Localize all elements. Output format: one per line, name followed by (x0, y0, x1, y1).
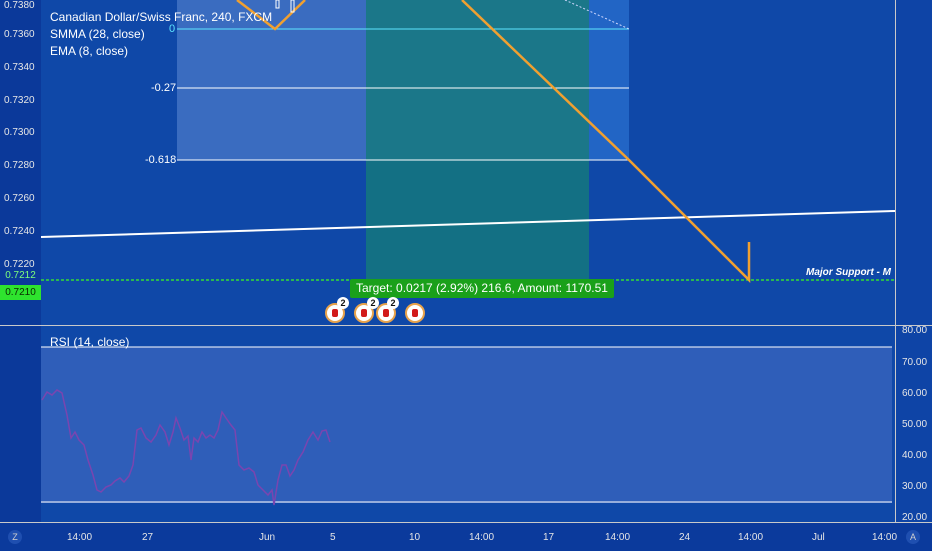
fib-label-0618: -0.618 (145, 154, 177, 166)
symbol-legend[interactable]: Canadian Dollar/Swiss Franc, 240, FXCM (50, 10, 273, 24)
time-tick: 14:00 (469, 532, 495, 543)
time-tick: 10 (409, 532, 421, 543)
canada-flag-event-icon[interactable] (405, 303, 425, 323)
time-tick: 14:00 (738, 532, 764, 543)
time-tick: 5 (330, 532, 336, 543)
fib-label-027: -0.27 (151, 82, 177, 94)
price-tick: 0.7300 (4, 127, 35, 138)
price-tick: 0.7280 (4, 160, 35, 171)
rsi-scale-right[interactable] (895, 0, 932, 550)
projection-path (461, 0, 751, 284)
time-tick: Jul (812, 532, 825, 543)
fib-label-0: 0 (169, 23, 176, 35)
rsi-tick: 50.00 (902, 419, 928, 430)
price-tick: 0.7220 (4, 259, 35, 270)
rsi-band (41, 347, 892, 503)
rsi-tick: 30.00 (902, 481, 928, 492)
price-tick: 0.7240 (4, 226, 35, 237)
logo-icon[interactable]: Z (8, 530, 22, 544)
price-tag-secondary: 0.7212 (5, 270, 36, 281)
rsi-legend[interactable]: RSI (14, close) (50, 335, 130, 349)
event-count-badge: 2 (367, 297, 379, 309)
time-tick: 17 (543, 532, 555, 543)
time-tick: 14:00 (67, 532, 93, 543)
time-tick: 24 (679, 532, 691, 543)
time-tick: Jun (259, 532, 276, 543)
price-tick: 0.7320 (4, 95, 35, 106)
rsi-tick: 70.00 (902, 357, 928, 368)
support-trendline (40, 210, 896, 238)
rsi-tick: 40.00 (902, 450, 928, 461)
rsi-line (41, 389, 331, 506)
time-tick: 14:00 (605, 532, 631, 543)
price-tick: 0.7360 (4, 29, 35, 40)
smma-legend[interactable]: SMMA (28, close) (50, 27, 145, 41)
event-count-badge: 2 (387, 297, 399, 309)
rsi-tick: 80.00 (902, 325, 928, 336)
price-tick: 0.7380 (4, 0, 35, 11)
candle (275, 0, 280, 9)
target-label[interactable]: Target: 0.0217 (2.92%) 216.6, Amount: 11… (350, 279, 614, 298)
event-count-badge: 2 (337, 297, 349, 309)
auto-scale-icon[interactable]: A (906, 530, 920, 544)
zigzag-projection (236, 0, 306, 31)
pane-divider[interactable] (0, 325, 932, 326)
candle (290, 0, 295, 13)
support-label[interactable]: Major Support - M (806, 267, 891, 278)
time-tick: 27 (142, 532, 154, 543)
time-axis[interactable] (0, 522, 932, 551)
fib-extension-box (589, 0, 629, 160)
time-tick: 14:00 (872, 532, 898, 543)
rsi-tick: 60.00 (902, 388, 928, 399)
price-tick: 0.7340 (4, 62, 35, 73)
rsi-tick: 20.00 (902, 512, 928, 523)
date-range-box (366, 0, 589, 280)
current-price-tag: 0.7210 (0, 285, 41, 300)
price-tick: 0.7260 (4, 193, 35, 204)
ema-legend[interactable]: EMA (8, close) (50, 44, 129, 58)
